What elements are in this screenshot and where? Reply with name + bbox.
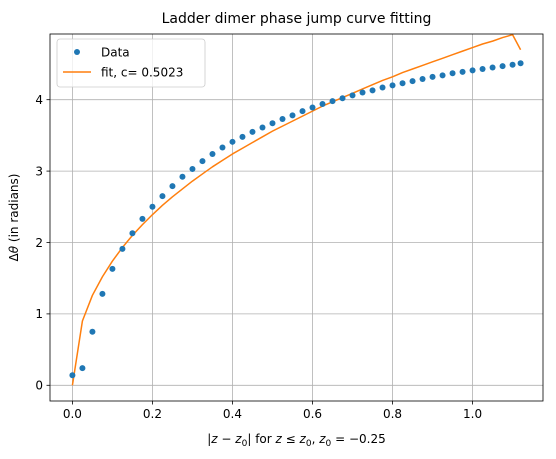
data-point <box>349 92 356 99</box>
y-tick-label: 2 <box>35 236 43 250</box>
legend: Data fit, c= 0.5023 <box>56 38 206 88</box>
data-point <box>399 80 406 87</box>
fit-line <box>71 33 522 386</box>
y-tick-label: 0 <box>35 379 43 393</box>
data-point <box>379 84 386 91</box>
y-tick-label: 4 <box>35 93 43 107</box>
data-point <box>159 193 166 200</box>
data-point <box>129 230 136 237</box>
x-tick-label: 0.2 <box>143 407 162 421</box>
data-point <box>189 165 196 172</box>
data-point <box>499 63 506 70</box>
data-point <box>239 133 246 140</box>
data-point <box>269 120 276 127</box>
data-point <box>89 328 96 335</box>
data-point <box>449 70 456 77</box>
data-point <box>149 203 156 210</box>
data-point <box>359 89 366 96</box>
data-point <box>139 215 146 222</box>
data-point <box>99 290 106 297</box>
data-point <box>209 150 216 157</box>
x-tick-label: 0.6 <box>303 407 322 421</box>
data-point <box>369 87 376 94</box>
legend-label: Data <box>101 45 130 59</box>
data-point <box>339 95 346 102</box>
data-point <box>229 138 236 145</box>
data-point <box>109 265 116 272</box>
y-axis-label: Δθ (in radians) <box>7 174 21 262</box>
data-point <box>469 67 476 74</box>
data-point <box>79 365 86 372</box>
data-point <box>119 245 126 252</box>
data-point <box>309 104 316 111</box>
data-point <box>329 98 336 105</box>
data-point <box>479 65 486 72</box>
data-point <box>389 82 396 89</box>
data-point <box>249 128 256 135</box>
x-tick-label: 0.4 <box>223 407 242 421</box>
data-point <box>199 158 206 165</box>
legend-box <box>56 38 206 88</box>
y-tick-label: 1 <box>35 307 43 321</box>
ticks: 0.0 0.2 0.4 0.6 0.8 1.0 0 1 2 3 4 <box>35 93 482 421</box>
data-point <box>69 372 76 379</box>
plot-frame <box>49 33 544 402</box>
data-point <box>299 108 306 115</box>
data-point <box>459 68 466 75</box>
legend-label: fit, c= 0.5023 <box>101 65 183 79</box>
grid <box>50 34 543 401</box>
data-point <box>439 72 446 79</box>
data-point <box>289 112 296 119</box>
x-axis-label: |z − z0| for z ≤ z0, z0 = −0.25 <box>207 432 385 449</box>
data-point <box>409 78 416 85</box>
x-tick-label: 1.0 <box>463 407 482 421</box>
data-point <box>509 61 516 68</box>
legend-marker-data <box>74 49 80 55</box>
data-point <box>489 64 496 71</box>
data-point <box>429 73 436 80</box>
data-point <box>169 183 176 190</box>
data-point <box>279 115 286 122</box>
data-point <box>179 173 186 180</box>
x-tick-label: 0.8 <box>383 407 402 421</box>
x-tick-label: 0.0 <box>63 407 82 421</box>
data-point <box>319 100 326 107</box>
y-tick-label: 3 <box>35 164 43 178</box>
data-point <box>259 124 266 131</box>
chart-title: Ladder dimer phase jump curve fitting <box>162 11 432 27</box>
data-point <box>419 75 426 82</box>
series-layer <box>69 33 524 386</box>
data-point <box>517 60 524 67</box>
data-point <box>219 144 226 151</box>
